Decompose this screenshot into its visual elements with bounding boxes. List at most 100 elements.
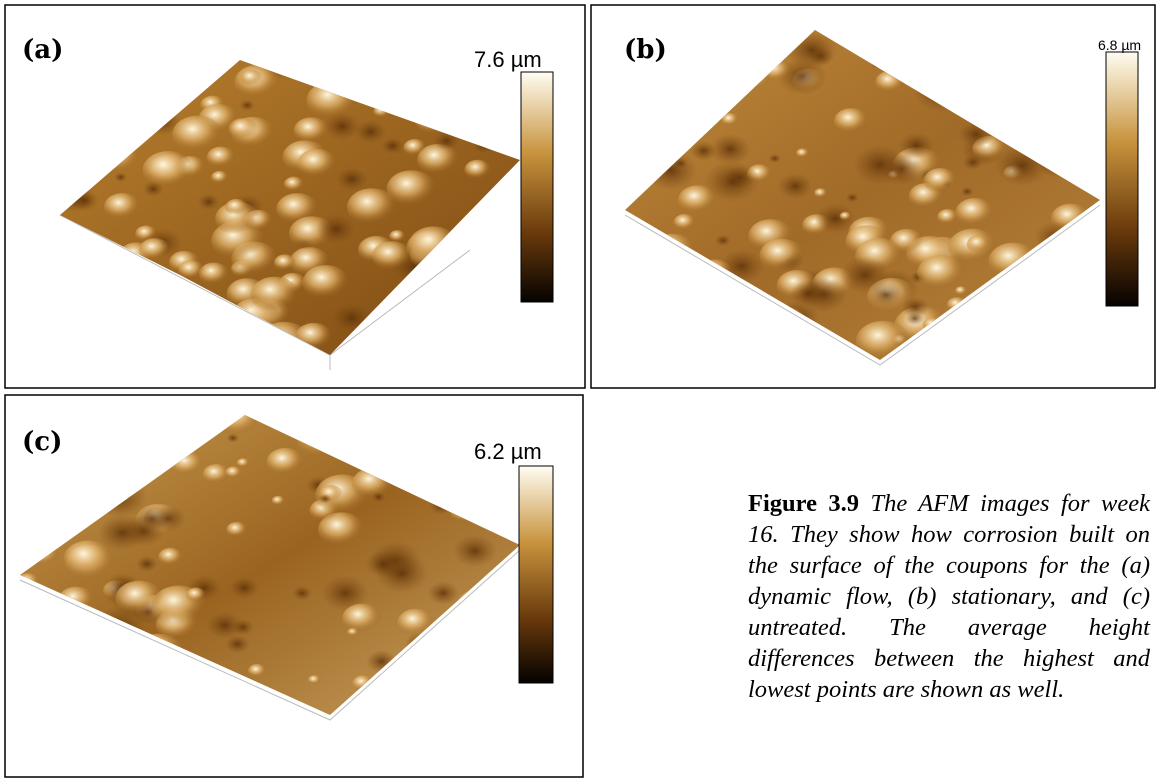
texture-bump xyxy=(297,149,336,179)
texture-bump xyxy=(672,316,728,358)
texture-bump xyxy=(273,347,288,358)
texture-bump xyxy=(955,286,967,295)
texture-bump xyxy=(48,285,86,314)
texture-bump xyxy=(767,345,803,372)
texture-bump xyxy=(450,501,480,524)
panel-label: (a) xyxy=(22,35,63,65)
texture-bump xyxy=(714,27,728,37)
texture-bump xyxy=(390,418,433,450)
texture-pit xyxy=(961,187,974,196)
texture-bump xyxy=(54,135,90,162)
texture-bump xyxy=(875,71,906,94)
texture-pit xyxy=(239,100,254,112)
panel-label: (b) xyxy=(624,35,667,65)
texture-pit xyxy=(453,535,497,568)
texture-pit xyxy=(1013,58,1036,75)
panel-label: (c) xyxy=(22,427,62,457)
texture-bump xyxy=(762,60,792,82)
texture-pit xyxy=(1039,236,1083,269)
texture-pit xyxy=(80,682,132,721)
texture-bump xyxy=(226,522,247,538)
texture-pit xyxy=(958,121,993,147)
texture-bump xyxy=(163,322,177,333)
texture-pit xyxy=(372,492,386,502)
texture-bump xyxy=(1037,272,1072,298)
texture-bump xyxy=(663,79,683,94)
texture-bump xyxy=(76,109,129,148)
texture-bump xyxy=(903,23,928,42)
texture-pit xyxy=(441,290,467,309)
texture-pit xyxy=(50,687,105,728)
texture-bump xyxy=(266,448,304,477)
texture-pit xyxy=(405,632,435,655)
texture-bump xyxy=(272,496,286,506)
texture-pit xyxy=(963,155,983,170)
texture-bump xyxy=(97,693,128,717)
texture-pit xyxy=(407,682,457,720)
scale-label: 7.6 µm xyxy=(474,47,542,72)
texture-bump xyxy=(6,522,37,545)
texture-pit xyxy=(790,280,826,307)
color-bar xyxy=(521,72,553,302)
texture-bump xyxy=(104,193,141,220)
texture-bump xyxy=(486,110,504,123)
scale-label: 6.8 µm xyxy=(1098,37,1141,53)
texture-bump xyxy=(484,669,518,694)
texture-pit xyxy=(381,680,430,717)
texture-bump xyxy=(721,113,739,127)
texture-bump xyxy=(248,664,267,678)
texture-bump xyxy=(947,297,968,313)
texture-bump xyxy=(178,260,204,280)
texture-bump xyxy=(942,64,993,102)
texture-bump xyxy=(634,244,649,255)
texture-bump xyxy=(735,305,754,319)
texture-bump xyxy=(97,141,140,174)
texture-bump xyxy=(472,290,485,299)
texture-pit xyxy=(481,637,524,669)
texture-bump xyxy=(175,54,198,71)
texture-pit xyxy=(70,190,99,211)
texture-pit xyxy=(136,556,157,572)
texture-pit xyxy=(143,181,164,197)
texture-pit xyxy=(707,24,729,40)
texture-pit xyxy=(913,71,968,112)
texture-bump xyxy=(67,277,93,297)
texture-pit xyxy=(778,173,813,199)
texture-pit xyxy=(206,612,242,639)
texture-bump xyxy=(653,85,667,95)
texture-bump xyxy=(1061,305,1109,341)
texture-bump xyxy=(923,318,943,333)
texture-bump xyxy=(199,57,211,66)
texture-bump xyxy=(457,588,506,625)
texture-bump xyxy=(416,656,469,696)
texture-pit xyxy=(434,131,459,150)
texture-bump xyxy=(451,323,472,339)
texture-bump xyxy=(1023,80,1047,98)
texture-bump xyxy=(373,105,390,118)
texture-pit xyxy=(410,640,458,676)
texture-pit xyxy=(75,667,123,703)
texture-bump xyxy=(440,75,488,111)
texture-pit xyxy=(50,495,70,510)
texture-pit xyxy=(623,68,657,94)
texture-bump xyxy=(414,83,449,109)
texture-bump xyxy=(158,548,183,567)
texture-pit xyxy=(655,253,697,285)
texture-bump xyxy=(240,70,262,87)
texture-pit xyxy=(60,42,109,79)
texture-bump xyxy=(485,195,505,210)
texture-bump xyxy=(303,265,350,300)
texture-pit xyxy=(61,73,101,103)
texture-bump xyxy=(104,77,158,117)
texture-bump xyxy=(68,250,101,274)
texture-pit xyxy=(705,161,760,203)
texture-bump xyxy=(64,540,114,577)
texture-pit xyxy=(365,551,401,578)
texture-pit xyxy=(366,650,397,673)
texture-bump xyxy=(225,199,248,216)
texture-pit xyxy=(336,167,368,191)
texture-bump xyxy=(177,323,214,350)
texture-bump xyxy=(372,241,412,271)
texture-pit xyxy=(428,581,459,604)
texture-bump xyxy=(967,235,991,253)
